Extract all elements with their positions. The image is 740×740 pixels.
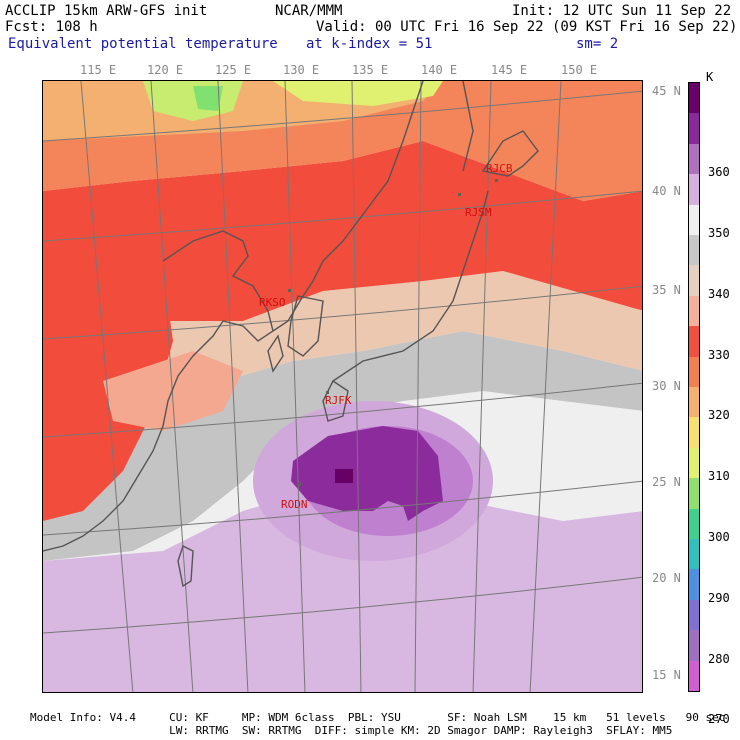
colorbar-tick: 350 — [708, 226, 730, 240]
colorbar-tick: 360 — [708, 165, 730, 180]
lon-label: 135 E — [352, 63, 389, 77]
colorbar-swatch — [689, 326, 699, 358]
colorbar-swatch — [689, 660, 699, 692]
colorbar-swatch — [689, 265, 699, 297]
colorbar-tick: 340 — [708, 286, 730, 301]
colorbar-swatch — [689, 174, 699, 206]
valid-time: Valid: 00 UTC Fri 16 Sep 22 (09 KST Fri … — [316, 19, 738, 35]
colorbar-swatch — [689, 630, 699, 662]
level-label: at k-index = 51 — [306, 36, 433, 52]
colorbar-tick: 270 — [708, 712, 730, 727]
colorbar-swatch — [689, 113, 699, 145]
colorbar-swatch — [689, 508, 699, 540]
init-time: Init: 12 UTC Sun 11 Sep 22 — [512, 3, 732, 19]
colorbar-swatch — [689, 143, 699, 175]
map-panel: RJCB RJSM RKSO RJFK RODN — [42, 80, 643, 693]
colorbar-unit: K — [706, 70, 714, 84]
smoothing-label: sm= 2 — [576, 36, 619, 52]
station-label: RJCB — [486, 162, 513, 175]
lat-label: 45 N — [652, 84, 681, 98]
colorbar-swatch — [689, 235, 699, 266]
org-label: NCAR/MMM — [275, 3, 343, 19]
forecast-hour: Fcst: 108 h — [5, 19, 98, 35]
colorbar-tick: 300 — [708, 530, 730, 544]
station-label: RJFK — [325, 394, 352, 407]
colorbar-tick: 310 — [708, 469, 730, 484]
colorbar-tick: 330 — [708, 347, 730, 362]
lon-label: 115 E — [80, 63, 117, 77]
colorbar-swatch — [689, 417, 699, 449]
colorbar — [688, 82, 700, 692]
lon-label: 145 E — [491, 63, 528, 77]
colorbar-swatch — [689, 387, 699, 418]
lat-label: 20 N — [652, 571, 681, 585]
lat-label: 35 N — [652, 283, 681, 297]
lon-label: 150 E — [561, 63, 598, 77]
colorbar-swatch — [689, 83, 699, 114]
model-info-line1: Model Info: V4.4 CU: KF MP: WDM 6class P… — [30, 711, 726, 724]
station-label: RODN — [281, 498, 308, 511]
lon-label: 130 E — [283, 63, 320, 77]
station-label: RKSO — [259, 296, 286, 309]
lon-label: 140 E — [421, 63, 458, 77]
colorbar-swatch — [689, 204, 699, 236]
colorbar-tick: 320 — [708, 408, 730, 423]
lon-label: 125 E — [215, 63, 252, 77]
colorbar-tick: 290 — [708, 590, 730, 605]
lat-label: 30 N — [652, 379, 681, 393]
lon-label: 120 E — [147, 63, 184, 77]
lat-label: 25 N — [652, 475, 681, 489]
lat-label: 40 N — [652, 184, 681, 198]
model-title: ACCLIP 15km ARW-GFS init — [5, 3, 208, 19]
model-info-line2: LW: RRTMG SW: RRTMG DIFF: simple KM: 2D … — [30, 724, 673, 737]
theta-e-field — [43, 81, 642, 692]
field-name: Equivalent potential temperature — [8, 36, 278, 52]
station-label: RJSM — [465, 206, 492, 219]
colorbar-swatch — [689, 539, 699, 570]
colorbar-tick: 280 — [708, 651, 730, 666]
colorbar-swatch — [689, 447, 699, 479]
lat-label: 15 N — [652, 668, 681, 682]
colorbar-swatch — [689, 569, 699, 601]
colorbar-swatch — [689, 356, 699, 388]
colorbar-swatch — [689, 478, 699, 510]
colorbar-swatch — [689, 295, 699, 327]
colorbar-swatch — [689, 599, 699, 631]
